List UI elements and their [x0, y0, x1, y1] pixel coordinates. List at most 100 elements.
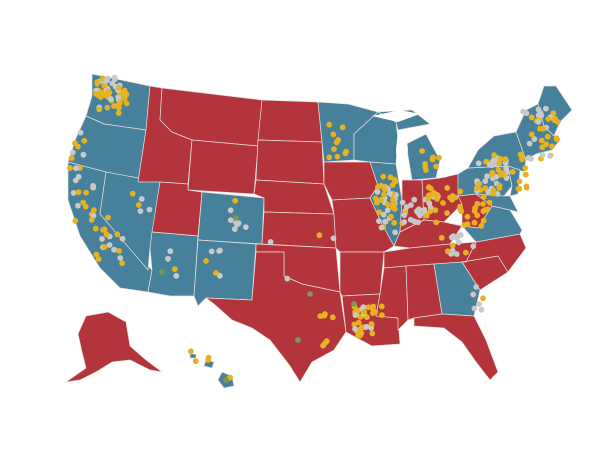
- location-dot-80: [111, 246, 117, 253]
- location-dot-305: [535, 106, 542, 113]
- location-dot-306: [528, 131, 535, 138]
- location-dot-341: [369, 304, 376, 311]
- location-dot-40: [117, 99, 123, 106]
- state-michigan-lower: [405, 133, 441, 181]
- location-dot-38: [96, 106, 103, 113]
- location-dot-95: [135, 202, 142, 208]
- location-dot-366: [360, 304, 367, 311]
- location-dot-112: [213, 270, 219, 276]
- location-dot-385: [476, 301, 482, 307]
- location-dot-111: [216, 248, 223, 254]
- location-dot-169: [411, 196, 418, 203]
- location-dot-313: [535, 112, 542, 119]
- location-dot-227: [486, 199, 493, 206]
- location-dot-302: [539, 152, 546, 158]
- location-dot-405: [316, 232, 323, 239]
- location-dot-47: [94, 79, 101, 85]
- location-dot-154: [381, 186, 388, 193]
- location-dot-367: [363, 323, 370, 330]
- location-dot-209: [427, 185, 434, 192]
- location-dot-63: [70, 190, 77, 196]
- state-arizona: [147, 231, 199, 297]
- location-dot-196: [401, 219, 408, 226]
- location-dot-390: [471, 305, 478, 312]
- location-dot-321: [545, 116, 552, 122]
- location-dot-76: [99, 236, 105, 242]
- location-dot-94: [138, 196, 145, 202]
- location-dot-229: [464, 213, 471, 220]
- location-dot-120: [334, 153, 341, 160]
- location-dot-310: [520, 108, 527, 115]
- location-dot-142: [382, 218, 389, 225]
- location-dot-126: [335, 137, 342, 143]
- location-dot-124: [331, 146, 337, 153]
- location-dot-168: [378, 182, 384, 189]
- location-dot-290: [496, 185, 503, 192]
- location-dot-320: [543, 141, 549, 148]
- location-dot-143: [391, 219, 398, 226]
- location-dot-315: [528, 155, 534, 162]
- location-dot-401: [205, 354, 212, 361]
- location-dot-59: [80, 151, 87, 158]
- location-dot-99: [227, 207, 234, 214]
- state-texas: [205, 251, 347, 383]
- location-dot-287: [489, 171, 496, 177]
- location-dot-228: [480, 201, 486, 207]
- location-dot-222: [480, 217, 487, 224]
- location-dot-90: [103, 231, 110, 238]
- location-dots-layer: [67, 74, 561, 383]
- location-dot-404: [330, 235, 337, 242]
- location-dot-364: [368, 321, 375, 327]
- location-dot-275: [516, 178, 523, 185]
- location-dot-269: [522, 165, 529, 172]
- location-dot-21: [99, 75, 106, 82]
- location-dot-73: [82, 203, 89, 210]
- location-dot-43: [101, 82, 107, 89]
- location-dot-23: [111, 76, 118, 83]
- location-dot-382: [453, 251, 460, 257]
- location-dot-81: [95, 256, 102, 263]
- location-dot-388: [478, 306, 485, 313]
- location-dot-45: [121, 87, 128, 94]
- location-dot-146: [386, 190, 393, 197]
- location-dot-197: [417, 212, 423, 219]
- state-new-mexico: [193, 239, 257, 307]
- location-dot-50: [67, 165, 73, 172]
- location-dot-257: [482, 178, 489, 185]
- location-dot-green-412: [233, 215, 239, 221]
- location-dot-329: [422, 161, 428, 167]
- location-dot-260: [484, 173, 490, 180]
- location-dot-365: [357, 326, 364, 332]
- location-dot-211: [452, 194, 459, 201]
- location-dot-184: [415, 219, 421, 226]
- location-dot-230: [472, 205, 478, 211]
- location-dot-331: [423, 167, 429, 173]
- location-dot-85: [114, 231, 121, 238]
- location-dot-220: [474, 212, 481, 219]
- location-dot-135: [392, 229, 398, 236]
- location-dot-48: [98, 91, 104, 98]
- location-dot-244: [482, 185, 489, 192]
- location-dot-194: [426, 200, 433, 207]
- location-dot-66: [75, 189, 82, 196]
- location-dot-125: [343, 148, 350, 155]
- location-dot-271: [490, 190, 496, 197]
- location-dot-164: [376, 209, 383, 216]
- location-dot-189: [432, 207, 439, 214]
- location-dot-122: [326, 121, 333, 128]
- location-dot-316: [526, 140, 533, 147]
- location-dot-337: [370, 310, 376, 316]
- location-dot-34: [116, 84, 122, 91]
- location-dot-114: [167, 248, 174, 255]
- lake-huron: [426, 134, 448, 160]
- state-south-dakota: [255, 139, 325, 185]
- location-dot-226: [471, 219, 478, 226]
- location-dot-213: [444, 185, 451, 191]
- location-dot-41: [106, 89, 113, 96]
- state-nebraska: [253, 179, 335, 215]
- location-dot-216: [447, 194, 453, 201]
- location-dot-399: [192, 358, 199, 365]
- location-dot-276: [522, 171, 529, 178]
- location-dot-334: [430, 154, 436, 161]
